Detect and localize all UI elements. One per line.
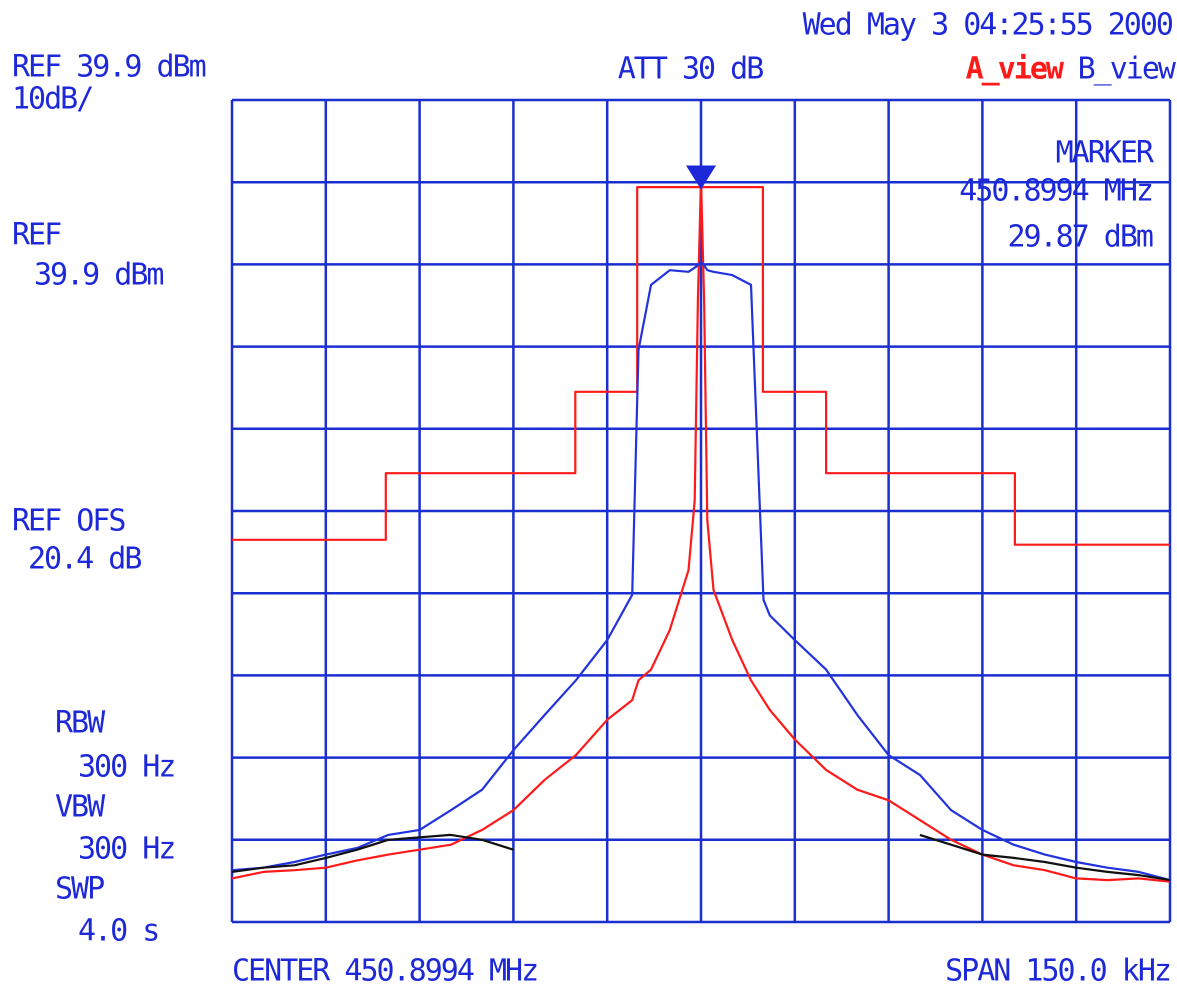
grid xyxy=(230,98,1172,924)
date: Wed May 3 04:25:55 2000 xyxy=(803,8,1173,43)
ref-label: REF xyxy=(12,218,61,253)
vbw-label: VBW xyxy=(55,790,106,825)
att: ATT 30 dB xyxy=(618,52,763,87)
scale: 10dB/ xyxy=(12,82,92,117)
marker-level: 29.87 dBm xyxy=(1007,220,1152,255)
center: CENTER 450.8994 MHz xyxy=(232,954,537,989)
swp-value: 4.0 s xyxy=(78,914,158,949)
marker-frequency: 450.8994 MHz xyxy=(959,174,1152,209)
trace xyxy=(231,260,1171,882)
marker-title: MARKER xyxy=(1056,136,1155,171)
ref-top: REF 39.9 dBm xyxy=(12,50,206,85)
ref-value: 39.9 dBm xyxy=(34,258,163,293)
trace xyxy=(231,833,1171,882)
span: SPAN 150.0 kHz xyxy=(945,954,1170,989)
ofs-value: 20.4 dB xyxy=(28,542,141,577)
marker xyxy=(686,165,716,190)
vbw-value: 300 Hz xyxy=(78,832,174,867)
ofs-label: REF OFS xyxy=(12,504,125,539)
legend-entry: A_view xyxy=(966,52,1065,87)
legend-entry: B_view xyxy=(1078,52,1177,87)
rbw-value: 300 Hz xyxy=(78,750,174,785)
swp-label: SWP xyxy=(55,872,104,907)
rbw-label: RBW xyxy=(55,706,106,741)
